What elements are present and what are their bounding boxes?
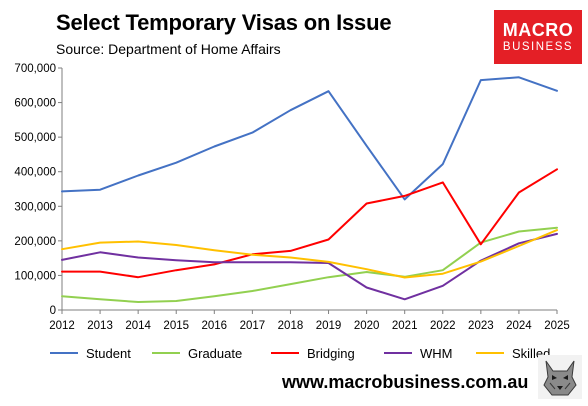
- legend-swatch: [476, 352, 504, 354]
- y-tick-label: 200,000: [14, 236, 56, 248]
- x-tick-label: 2024: [506, 320, 532, 332]
- legend-swatch: [271, 352, 299, 354]
- series-line-graduate: [61, 226, 558, 303]
- legend-swatch: [152, 352, 180, 354]
- x-tick-label: 2022: [430, 320, 456, 332]
- x-tick-label: 2013: [87, 320, 113, 332]
- legend-item-student: Student: [50, 343, 131, 363]
- x-tick-label: 2023: [468, 320, 494, 332]
- logo-line-2: BUSINESS: [502, 41, 574, 53]
- legend-item-whm: WHM: [384, 343, 453, 363]
- x-tick-label: 2016: [202, 320, 228, 332]
- series-line-whm: [61, 232, 558, 301]
- x-tick-label: 2017: [240, 320, 266, 332]
- y-tick-label: 700,000: [14, 63, 56, 75]
- x-tick-label: 2025: [544, 320, 570, 332]
- macrobusiness-logo: MACRO BUSINESS: [494, 10, 582, 64]
- x-tick-label: 2014: [125, 320, 151, 332]
- series-line-student: [61, 76, 558, 201]
- series-line-bridging: [61, 168, 558, 279]
- legend-label: Graduate: [188, 345, 243, 361]
- y-tick-label: 300,000: [14, 201, 56, 213]
- chart-source: Source: Department of Home Affairs: [56, 41, 281, 57]
- line-chart: 0 100,000 200,000 300,000 400,000 500,000 600,…: [14, 63, 570, 332]
- chart-title: Select Temporary Visas on Issue: [56, 10, 392, 35]
- legend-item-bridging: Bridging: [271, 343, 355, 363]
- legend-label: Student: [86, 345, 131, 361]
- legend-swatch: [50, 352, 78, 354]
- legend-label: Bridging: [307, 345, 355, 361]
- y-tick-label: 400,000: [14, 167, 56, 179]
- y-tick-label: 600,000: [14, 98, 56, 110]
- x-tick-label: 2012: [49, 320, 75, 332]
- y-tick-label: 100,000: [14, 270, 56, 282]
- wolf-icon: [538, 355, 582, 399]
- chart-legend: Student Graduate Bridging WHM Skilled: [0, 343, 560, 363]
- y-tick-label: 500,000: [14, 132, 56, 144]
- x-tick-label: 2020: [354, 320, 380, 332]
- series-line-skilled: [61, 229, 558, 279]
- x-tick-label: 2019: [316, 320, 342, 332]
- x-tick-label: 2021: [392, 320, 418, 332]
- logo-line-1: MACRO: [502, 20, 574, 40]
- legend-swatch: [384, 352, 412, 354]
- website-url: www.macrobusiness.com.au: [282, 372, 529, 392]
- legend-label: WHM: [420, 345, 453, 361]
- x-tick-label: 2015: [163, 320, 189, 332]
- x-tick-label: 2018: [278, 320, 304, 332]
- y-tick-label: 0: [50, 305, 56, 317]
- legend-item-graduate: Graduate: [152, 343, 242, 363]
